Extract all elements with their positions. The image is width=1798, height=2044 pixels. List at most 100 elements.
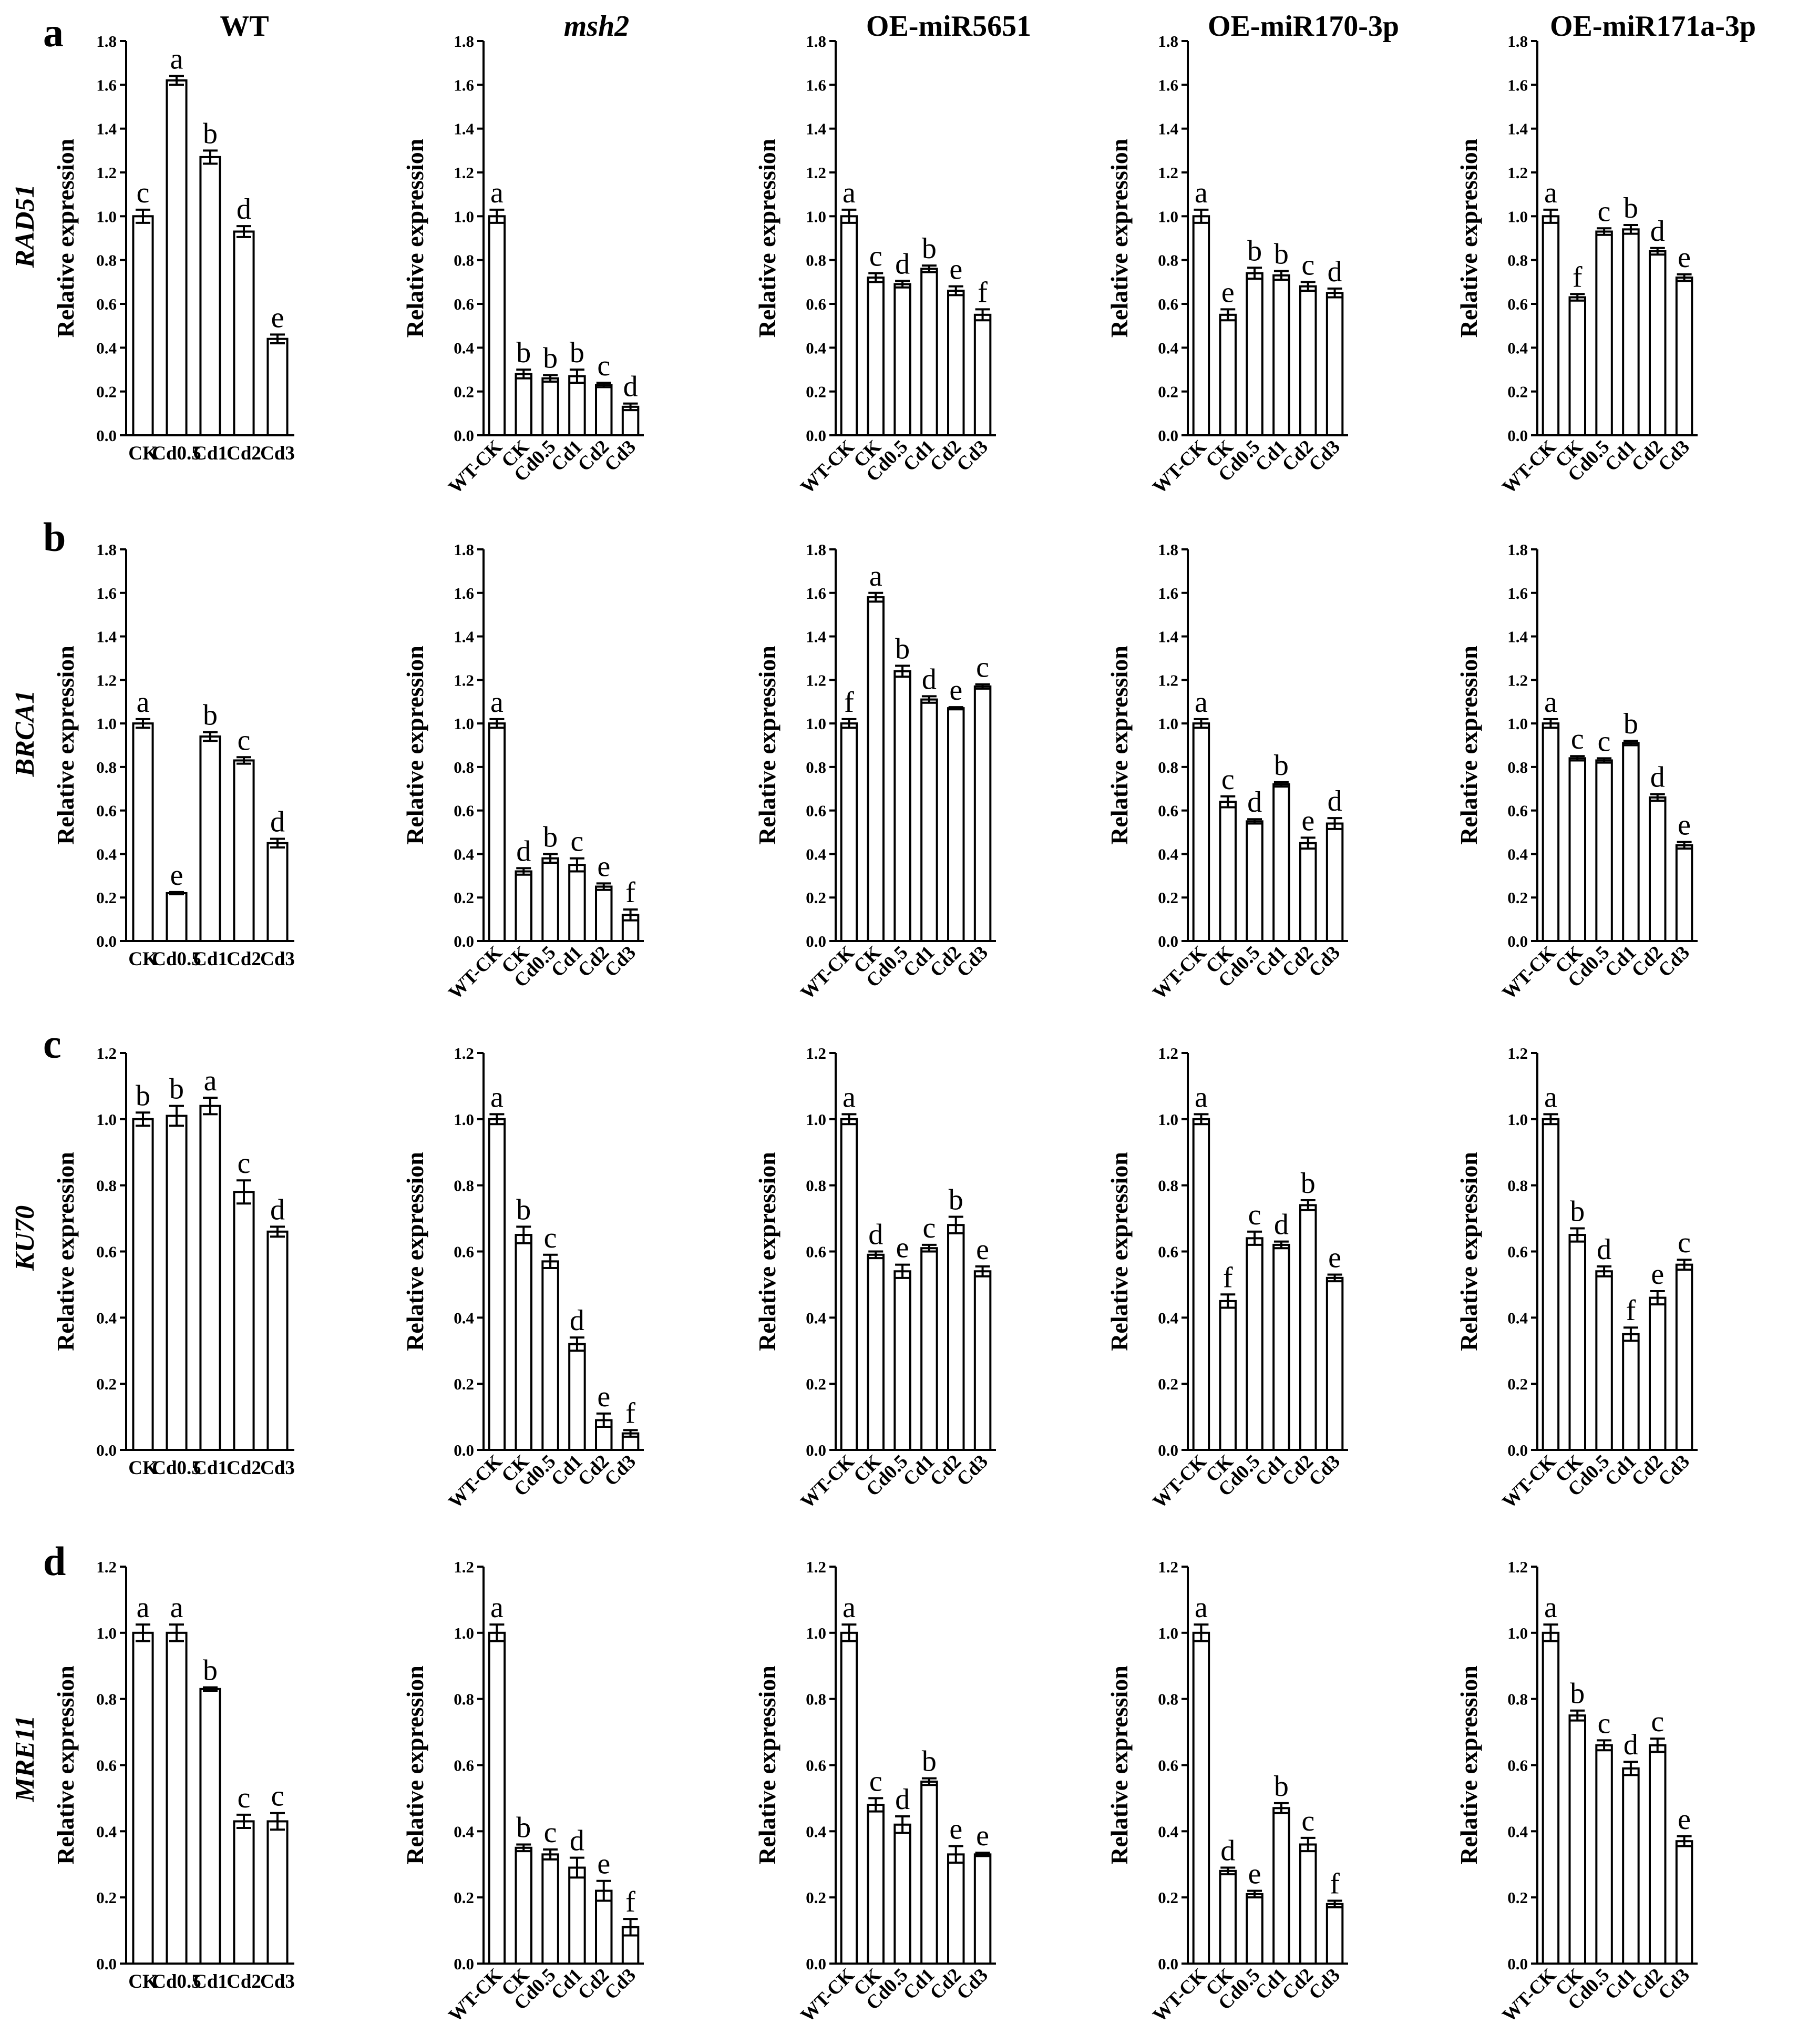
y-tick-label: 0.2 bbox=[1158, 383, 1178, 401]
y-tick-label: 0.4 bbox=[454, 339, 474, 357]
bar bbox=[568, 1866, 586, 1965]
significance-letter: d bbox=[922, 663, 937, 696]
y-tick-label: 0.4 bbox=[1507, 1822, 1528, 1841]
bar bbox=[893, 1270, 911, 1451]
y-tick-label: 0.8 bbox=[96, 1690, 117, 1709]
significance-letter: b bbox=[570, 336, 584, 369]
significance-letter: e bbox=[949, 253, 962, 286]
y-tick-label: 1.2 bbox=[1507, 1044, 1528, 1062]
y-tick-label: 1.0 bbox=[96, 1624, 117, 1642]
bar bbox=[920, 1780, 938, 1965]
bar bbox=[1649, 250, 1667, 436]
x-tick-label: Cd2 bbox=[227, 1457, 261, 1479]
significance-letter: d bbox=[868, 1219, 883, 1251]
significance-letter: e bbox=[1328, 1242, 1341, 1274]
chart-panel-18: Relative expression 0.0 0.2 0.4 0.6 0.8 1.0 1.2… bbox=[754, 1558, 996, 2027]
y-tick-label: 1.2 bbox=[96, 163, 117, 182]
y-tick-label: 1.0 bbox=[806, 1110, 826, 1129]
y-tick-label: 1.6 bbox=[1507, 76, 1528, 94]
significance-letter: c bbox=[869, 1765, 882, 1797]
x-tick-label: WT-CK bbox=[1498, 1450, 1560, 1512]
y-tick-label: 1.8 bbox=[1507, 540, 1528, 559]
significance-letter: a bbox=[843, 1591, 856, 1624]
chart-panel-12: Relative expression 0.0 0.2 0.4 0.6 0.8 1.0 1.2… bbox=[402, 1044, 644, 1513]
y-axis-label: Relative expression bbox=[402, 139, 428, 338]
y-axis-label: Relative expression bbox=[754, 1152, 780, 1351]
y-tick-label: 1.8 bbox=[806, 32, 826, 50]
y-tick-label: 0.8 bbox=[806, 1177, 826, 1195]
significance-letter: c bbox=[1301, 1805, 1314, 1837]
y-axis-label: Relative expression bbox=[1455, 646, 1482, 845]
y-axis-label: Relative expression bbox=[1455, 139, 1482, 338]
bar bbox=[166, 1115, 188, 1452]
y-tick-label: 1.0 bbox=[806, 714, 826, 733]
significance-letter: c bbox=[570, 825, 583, 858]
y-tick-label: 1.2 bbox=[1158, 1558, 1178, 1576]
significance-letter: a bbox=[170, 1591, 183, 1624]
bar bbox=[199, 156, 221, 437]
x-tick-label: Cd0.5 bbox=[152, 1457, 201, 1479]
bar bbox=[1326, 822, 1344, 942]
y-tick-label: 0.0 bbox=[96, 1441, 117, 1459]
significance-letter: e bbox=[896, 1232, 909, 1264]
significance-letter: d bbox=[1597, 1233, 1611, 1266]
y-tick-label: 1.6 bbox=[1158, 584, 1178, 602]
significance-letter: b bbox=[169, 1073, 184, 1106]
y-tick-label: 0.4 bbox=[96, 1822, 117, 1841]
bar bbox=[1272, 274, 1290, 436]
y-tick-label: 0.6 bbox=[454, 295, 474, 313]
y-tick-label: 1.2 bbox=[1158, 1044, 1178, 1062]
significance-letter: d bbox=[270, 1193, 285, 1226]
x-tick-label: WT-CK bbox=[445, 1450, 507, 1512]
y-tick-label: 0.6 bbox=[1158, 295, 1178, 313]
y-tick-label: 0.2 bbox=[1507, 888, 1528, 907]
bar bbox=[233, 1820, 255, 1965]
significance-letter: b bbox=[922, 232, 937, 265]
x-tick-label: Cd3 bbox=[1654, 436, 1694, 476]
significance-letter: c bbox=[1301, 249, 1314, 281]
significance-letter: a bbox=[1195, 177, 1208, 209]
x-tick-label: Cd1 bbox=[193, 443, 228, 464]
y-tick-label: 1.2 bbox=[454, 1558, 474, 1576]
bar bbox=[973, 313, 992, 436]
y-tick-label: 1.8 bbox=[96, 32, 117, 50]
significance-letter: b bbox=[203, 699, 218, 732]
y-tick-label: 0.0 bbox=[1507, 932, 1528, 951]
bar bbox=[233, 1191, 255, 1451]
column-title-oe-mir171a-3p: OE-miR171a-3p bbox=[1550, 10, 1756, 43]
bar bbox=[1326, 1276, 1344, 1451]
y-tick-label: 1.0 bbox=[454, 207, 474, 226]
y-tick-label: 0.4 bbox=[806, 339, 826, 357]
significance-letter: d bbox=[237, 193, 251, 226]
significance-letter: b bbox=[949, 1183, 963, 1216]
x-tick-label: Cd3 bbox=[1654, 1964, 1694, 2004]
y-axis-label: Relative expression bbox=[402, 1152, 428, 1351]
chart-panel-13: Relative expression 0.0 0.2 0.4 0.6 0.8 1.0 1.2… bbox=[754, 1044, 996, 1513]
y-tick-label: 1.0 bbox=[1158, 714, 1178, 733]
y-tick-label: 1.0 bbox=[454, 1624, 474, 1642]
significance-letter: e bbox=[1678, 809, 1691, 842]
bar bbox=[1542, 722, 1560, 942]
y-tick-label: 1.4 bbox=[454, 120, 474, 138]
column-title-oe-mir5651: OE-miR5651 bbox=[866, 10, 1031, 43]
bar bbox=[515, 1846, 532, 1965]
y-tick-label: 0.4 bbox=[1158, 1822, 1178, 1841]
x-tick-label: WT-CK bbox=[445, 436, 507, 498]
y-tick-label: 1.0 bbox=[454, 714, 474, 733]
y-tick-label: 1.0 bbox=[1507, 207, 1528, 226]
significance-letter: a bbox=[1544, 1591, 1557, 1624]
significance-letter: c bbox=[1221, 763, 1235, 796]
y-tick-label: 0.4 bbox=[1158, 845, 1178, 863]
y-tick-label: 0.8 bbox=[454, 251, 474, 270]
bar bbox=[621, 405, 640, 436]
y-tick-label: 0.2 bbox=[1507, 1375, 1528, 1393]
bar bbox=[132, 215, 154, 436]
row-letter-b: b bbox=[43, 514, 66, 560]
bar bbox=[920, 268, 938, 436]
significance-letter: c bbox=[544, 1816, 557, 1849]
chart-panel-6: Relative expression 0.0 0.2 0.4 0.6 0.8 1.0 1.2… bbox=[52, 540, 295, 970]
significance-letter: c bbox=[1598, 195, 1611, 228]
significance-letter: b bbox=[1624, 192, 1638, 224]
x-tick-label: WT-CK bbox=[1498, 1964, 1560, 2026]
bar bbox=[1675, 1840, 1693, 1965]
